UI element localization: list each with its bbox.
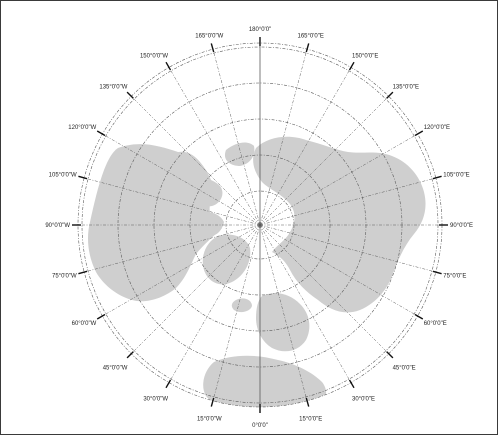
land-north-america xyxy=(88,144,222,302)
meridian-tick xyxy=(432,270,442,275)
meridian-label: 75°0'0"E xyxy=(443,274,466,280)
meridian-line xyxy=(259,49,308,226)
meridian-line xyxy=(259,224,436,273)
meridian-tick xyxy=(78,175,88,180)
meridian-label: 150°0'0"W xyxy=(140,53,168,59)
meridian-line xyxy=(259,177,436,226)
meridian-line xyxy=(212,49,261,226)
land-arctic-islands xyxy=(187,178,223,207)
meridian-tick xyxy=(386,351,394,359)
meridian-label: 15°0'0"E xyxy=(299,416,322,422)
meridian-tick xyxy=(386,91,394,99)
meridian-label: 90°0'0"W xyxy=(45,223,70,229)
meridian-line xyxy=(168,224,261,383)
land-eurasia xyxy=(253,136,426,313)
land-baffin-island xyxy=(198,212,224,237)
meridian-line xyxy=(102,224,261,317)
land-greenland xyxy=(202,234,251,285)
meridian-tick xyxy=(414,313,424,320)
meridian-tick xyxy=(96,130,106,137)
land-iceland xyxy=(231,298,252,313)
meridian-label: 75°0'0"W xyxy=(52,274,77,280)
meridian-tick xyxy=(348,379,355,389)
land-europe xyxy=(256,293,310,352)
meridian-line xyxy=(259,224,352,383)
meridian-label: 165°0'0"E xyxy=(298,34,324,40)
meridian-tick xyxy=(348,61,355,71)
meridian-label: 30°0'0"W xyxy=(143,397,168,403)
meridian-line xyxy=(168,67,261,226)
meridian-label: 135°0'0"W xyxy=(99,84,127,90)
meridian-label: 90°0'0"E xyxy=(450,223,473,229)
meridian-tick xyxy=(126,351,134,359)
meridian-label: 60°0'0"E xyxy=(424,321,447,327)
land-africa xyxy=(203,355,327,407)
meridian-tick xyxy=(305,397,310,407)
meridian-label: 150°0'0"E xyxy=(352,53,378,59)
meridian-label: 60°0'0"W xyxy=(72,321,97,327)
meridian-line xyxy=(259,96,389,226)
meridian-label: 45°0'0"E xyxy=(393,366,416,372)
meridian-label: 0°0'0" xyxy=(252,423,268,429)
graticule xyxy=(77,42,443,408)
meridian-labels: 180°0'0" 165°0'0"E 150°0'0"E 135°0'0"E 120°0… xyxy=(45,27,473,429)
meridian-line xyxy=(102,133,261,226)
meridian-tick xyxy=(210,397,215,407)
meridian-line xyxy=(259,67,352,226)
meridian-line xyxy=(131,224,261,354)
meridian-tick xyxy=(165,379,172,389)
meridian-tick xyxy=(432,175,442,180)
land-ne-asia xyxy=(224,142,255,166)
meridian-tick xyxy=(96,313,106,320)
meridian-label: 120°0'0"E xyxy=(424,125,450,131)
meridian-line xyxy=(131,96,261,226)
meridian-tick xyxy=(165,61,172,71)
meridian-line xyxy=(259,133,418,226)
meridian-line xyxy=(259,224,308,401)
parallel-circle xyxy=(225,190,295,260)
meridian-line xyxy=(259,224,418,317)
meridian-line xyxy=(212,224,261,401)
meridian-line xyxy=(84,224,261,273)
meridian-label: 180°0'0" xyxy=(249,27,271,33)
meridian-label: 135°0'0"E xyxy=(393,84,419,90)
meridian-tick xyxy=(305,43,310,53)
meridian-tick xyxy=(126,91,134,99)
meridian-label: 105°0'0"W xyxy=(49,172,77,178)
meridian-label: 45°0'0"W xyxy=(103,366,128,372)
meridian-label: 30°0'0"E xyxy=(352,397,375,403)
meridian-tick xyxy=(210,43,215,53)
meridian-line xyxy=(259,224,389,354)
meridian-line xyxy=(84,177,261,226)
meridian-label: 165°0'0"W xyxy=(195,34,223,40)
meridian-tick xyxy=(414,130,424,137)
meridian-label: 15°0'0"W xyxy=(197,416,222,422)
meridian-tick xyxy=(78,270,88,275)
meridian-label: 120°0'0"W xyxy=(68,125,96,131)
meridian-label: 105°0'0"E xyxy=(443,172,469,178)
land-masses xyxy=(88,136,426,407)
